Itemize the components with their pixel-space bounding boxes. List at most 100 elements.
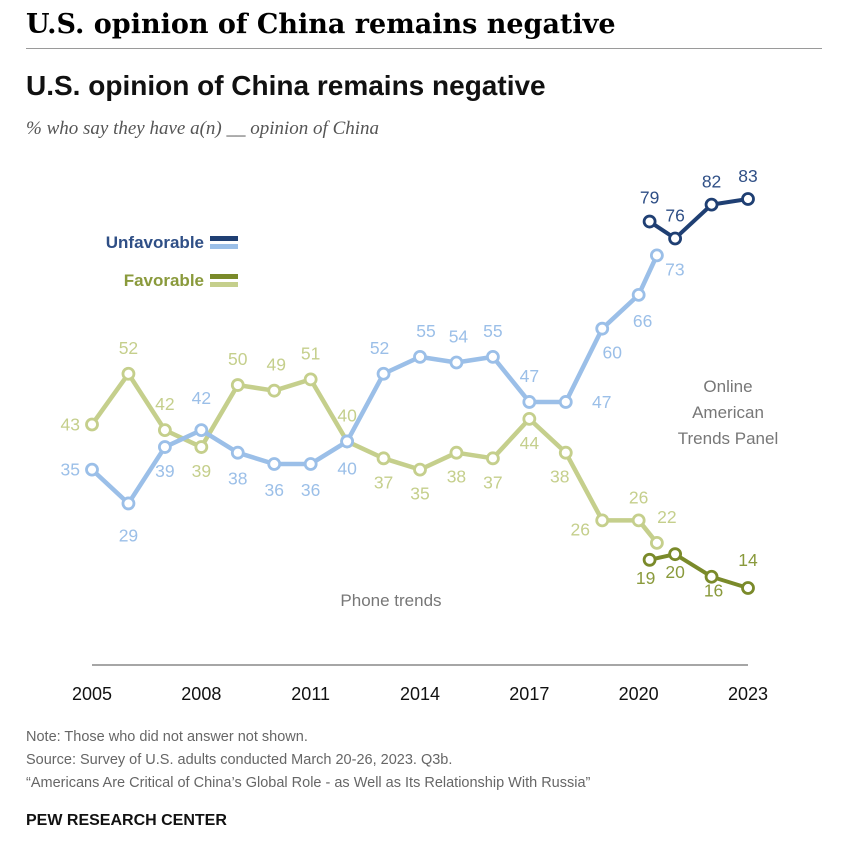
legend-label-favorable: Favorable	[124, 271, 204, 290]
data-point-unfavorable_phone-13	[558, 395, 573, 409]
chart-notes: Note: Those who did not answer not shown…	[26, 726, 590, 795]
data-label-favorable_phone-11: 37	[483, 472, 502, 492]
data-point-unfavorable_phone-5	[267, 457, 282, 471]
data-point-unfavorable_phone-15	[631, 287, 646, 302]
data-point-unfavorable_phone-2	[157, 440, 172, 454]
legend-swatch-online-favorable	[210, 274, 238, 279]
data-point-unfavorable_phone-4	[230, 445, 245, 460]
data-point-favorable_online-0	[642, 552, 657, 567]
x-tick-label-2: 2011	[291, 684, 330, 704]
data-point-favorable_phone-0	[85, 417, 99, 432]
data-label-unfavorable_phone-8: 52	[370, 338, 389, 358]
data-label-unfavorable_online-1: 76	[665, 205, 684, 225]
data-label-favorable_phone-16: 22	[657, 507, 676, 527]
data-point-favorable_phone-2	[157, 423, 172, 438]
data-point-favorable_phone-14	[595, 513, 610, 528]
report-title: “Americans Are Critical of China’s Globa…	[26, 775, 591, 791]
data-point-unfavorable_phone-16	[649, 248, 664, 263]
x-tick-label-5: 2020	[619, 684, 659, 704]
data-point-favorable_phone-16	[649, 535, 664, 550]
data-label-unfavorable_phone-7: 40	[337, 458, 357, 478]
legend-label-unfavorable: Unfavorable	[106, 233, 204, 252]
note-text: Note: Those who did not answer not shown…	[26, 729, 308, 745]
data-point-favorable_phone-12	[522, 411, 537, 426]
chart-subtitle: % who say they have a(n) __ opinion of C…	[26, 118, 380, 139]
x-tick-label-1: 2008	[181, 684, 221, 704]
page-header: U.S. opinion of China remains negative	[26, 6, 822, 49]
data-label-unfavorable_phone-4: 38	[228, 469, 247, 489]
data-label-favorable_phone-8: 37	[374, 472, 393, 492]
data-label-unfavorable_phone-2: 39	[155, 461, 174, 481]
data-label-unfavorable_phone-15: 66	[633, 311, 652, 331]
legend-swatch-online-unfavorable	[210, 236, 238, 241]
data-label-favorable_phone-3: 39	[192, 461, 211, 481]
phone-trends-annotation: Phone trends	[340, 591, 441, 610]
data-label-favorable_phone-14: 26	[570, 519, 589, 539]
data-point-favorable_online-2	[704, 569, 719, 584]
data-label-unfavorable_phone-1: 29	[119, 525, 138, 545]
data-point-unfavorable_online-1	[668, 231, 683, 246]
data-label-unfavorable_phone-10: 54	[449, 326, 469, 346]
data-point-favorable_phone-11	[485, 451, 500, 466]
x-tick-label-0: 2005	[72, 684, 112, 704]
data-point-favorable_online-1	[668, 547, 683, 562]
data-label-favorable_phone-12: 44	[520, 433, 540, 453]
data-point-unfavorable_online-2	[704, 197, 719, 212]
data-label-unfavorable_phone-12: 47	[520, 366, 539, 386]
data-label-favorable_phone-7: 40	[337, 405, 357, 425]
data-point-unfavorable_phone-0	[85, 462, 99, 477]
x-tick-label-3: 2014	[400, 684, 440, 704]
data-point-unfavorable_phone-14	[595, 321, 610, 336]
data-label-unfavorable_phone-9: 55	[416, 321, 435, 341]
data-label-favorable_online-1: 20	[665, 562, 685, 582]
data-point-favorable_phone-13	[558, 445, 573, 460]
data-point-unfavorable_online-0	[642, 214, 657, 229]
x-tick-label-4: 2017	[509, 684, 549, 704]
data-point-favorable_phone-9	[413, 462, 427, 477]
data-point-favorable_phone-1	[121, 366, 136, 381]
online-panel-annotation-1: American	[692, 403, 764, 422]
data-point-favorable_phone-8	[376, 451, 391, 466]
data-label-unfavorable_phone-11: 55	[483, 321, 502, 341]
data-label-unfavorable_online-3: 83	[738, 166, 757, 186]
data-label-favorable_phone-15: 26	[629, 487, 648, 507]
data-label-favorable_phone-0: 43	[61, 415, 80, 435]
chart-title: U.S. opinion of China remains negative	[26, 70, 546, 101]
data-label-unfavorable_phone-0: 35	[61, 460, 80, 480]
series-line-unfavorable_online	[648, 197, 749, 241]
data-point-favorable_phone-5	[267, 383, 282, 398]
x-tick-label-6: 2023	[728, 684, 768, 704]
data-point-unfavorable_phone-6	[303, 457, 318, 471]
series-line-favorable_phone	[90, 371, 659, 545]
data-label-unfavorable_phone-6: 36	[301, 480, 320, 500]
data-label-unfavorable_phone-3: 42	[192, 388, 211, 408]
online-panel-annotation-2: Trends Panel	[678, 429, 778, 448]
data-label-unfavorable_phone-5: 36	[264, 480, 283, 500]
data-point-unfavorable_phone-9	[413, 349, 427, 364]
data-point-favorable_phone-3	[194, 440, 209, 454]
data-point-unfavorable_phone-3	[194, 423, 209, 438]
data-label-favorable_online-3: 14	[738, 550, 758, 570]
legend-swatch-phone-unfavorable	[210, 244, 238, 249]
brand-logo-text: PEW RESEARCH CENTER	[26, 812, 227, 829]
source-text: Source: Survey of U.S. adults conducted …	[26, 752, 453, 768]
online-panel-annotation-0: Online	[703, 377, 752, 396]
data-label-unfavorable_phone-14: 60	[602, 343, 622, 363]
data-point-unfavorable_phone-10	[449, 355, 464, 370]
data-point-unfavorable_phone-1	[121, 496, 136, 511]
data-label-favorable_phone-1: 52	[119, 338, 138, 358]
data-label-favorable_online-0: 19	[636, 568, 655, 588]
legend-swatch-phone-favorable	[210, 282, 238, 287]
data-point-favorable_phone-15	[631, 513, 646, 528]
data-point-favorable_phone-6	[303, 372, 318, 387]
series-line-favorable_online	[649, 552, 749, 590]
data-point-unfavorable_online-3	[741, 192, 755, 206]
data-label-favorable_phone-13: 38	[550, 467, 569, 487]
data-label-favorable_phone-5: 49	[266, 355, 285, 375]
data-label-favorable_phone-6: 51	[301, 343, 320, 363]
data-point-unfavorable_phone-8	[376, 366, 391, 381]
data-label-favorable_online-2: 16	[704, 581, 723, 601]
data-point-unfavorable_phone-11	[485, 349, 500, 364]
data-point-unfavorable_phone-12	[522, 395, 537, 409]
data-label-favorable_phone-2: 42	[155, 394, 174, 414]
